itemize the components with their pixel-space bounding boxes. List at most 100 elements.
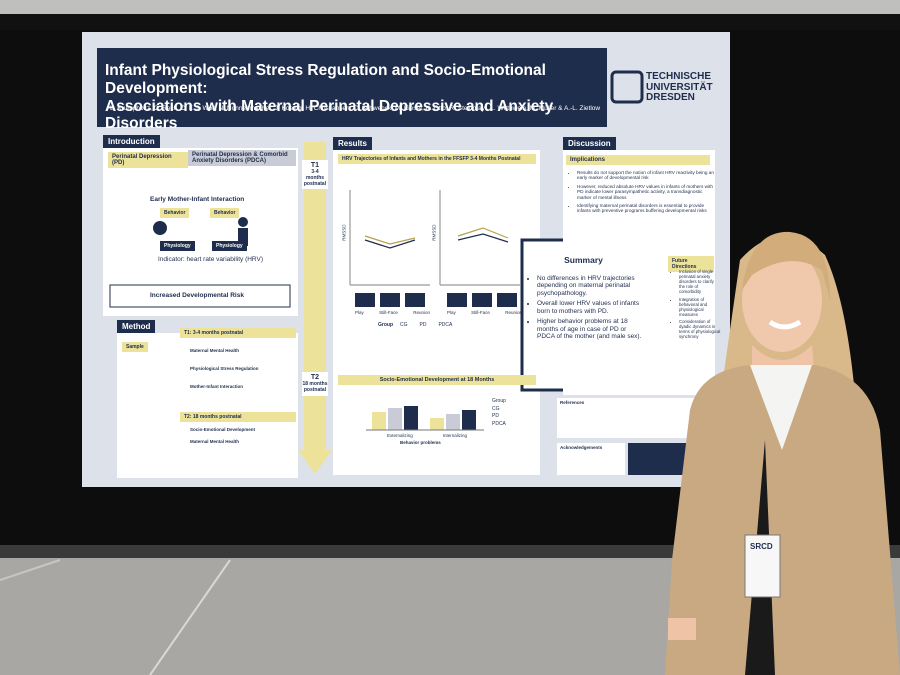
label: 18 months postnatal xyxy=(302,381,328,393)
text-line: Mother-Infant Interaction xyxy=(190,384,243,389)
section-heading: Method xyxy=(117,320,156,333)
references-panel xyxy=(557,398,712,438)
risk-box xyxy=(109,284,291,308)
summary-heading: Summary xyxy=(564,255,603,265)
ack-panel xyxy=(557,443,625,475)
box-label: Increased Developmental Risk xyxy=(150,292,244,299)
text-line: DRESDEN xyxy=(646,92,695,103)
text-line: Physiological Stress Regulation xyxy=(190,366,259,371)
section-heading: Results xyxy=(333,137,372,150)
text-line: PDCA xyxy=(438,322,453,328)
text-line: Inclusion of single perinatal anxiety di… xyxy=(679,269,721,295)
box-label: Indicator: heart rate variability (HRV) xyxy=(158,256,264,263)
section-heading: Discussion xyxy=(563,137,616,150)
text-line: Maternal Mental Health xyxy=(190,348,240,353)
text-line: Externalizing xyxy=(386,433,413,438)
box-label: Sample xyxy=(122,342,148,352)
person xyxy=(665,231,900,675)
text-line: Play xyxy=(447,310,456,315)
axis-label: RMSSD xyxy=(341,224,347,241)
box-label: Behavior xyxy=(210,208,240,218)
text-line: PD xyxy=(492,413,499,419)
text-line: Internalizing xyxy=(442,433,467,438)
university: TECHNISCHE UNIVERSITÄT DRESDEN xyxy=(646,71,713,104)
hrv-lines xyxy=(349,190,520,286)
timeline-t1: T1 3-4 months postnatal xyxy=(302,160,328,190)
references: References xyxy=(560,400,585,405)
text-line: However, reduced absolute HRV values in … xyxy=(577,184,717,200)
title-box xyxy=(97,48,607,127)
text-line: Higher behavior problems at 18 months of… xyxy=(537,318,645,340)
box-label: Early Mother-Infant Interaction xyxy=(150,196,245,203)
box-label: Implications xyxy=(566,155,710,165)
label: T2 xyxy=(310,374,320,381)
text-line: CG xyxy=(400,322,408,328)
future-bullets: Inclusion of single perinatal anxiety di… xyxy=(670,269,721,343)
method-items: Socio-Emotional Development Maternal Ment… xyxy=(190,424,295,447)
bar-legend: Group CG PD PDCA xyxy=(492,398,506,428)
box-label: Perinatal Depression & Comorbid Anxiety … xyxy=(188,150,296,166)
box-label: T1: 3-4 months postnatal xyxy=(180,328,296,338)
text-line: No differences in HRV trajectories depen… xyxy=(537,275,645,297)
box-label: Physiology xyxy=(212,241,247,251)
box-label: Physiology xyxy=(160,241,195,251)
text-line: Maternal Mental Health xyxy=(190,438,240,444)
axis-label: RMSSD xyxy=(431,224,437,241)
text-line: Associations with Maternal Perinatal Dep… xyxy=(105,97,554,133)
infant-icon xyxy=(153,221,167,235)
method-panel xyxy=(117,333,298,478)
floor-line xyxy=(0,559,61,581)
logo-mark xyxy=(610,70,644,104)
text-line: Reunion xyxy=(505,310,522,315)
bar-labels: Externalizing Internalizing xyxy=(372,433,482,438)
legend-title: Group xyxy=(492,398,506,404)
text-line: Still-Face xyxy=(471,310,490,315)
legend: CG PD PDCA xyxy=(400,322,480,329)
text-line: Identifying maternal perinatal disorders… xyxy=(577,203,717,214)
axis-label: Behavior problems xyxy=(400,440,441,445)
text-line: PDCA xyxy=(492,420,506,427)
mother-icon xyxy=(238,217,248,227)
text-line: Play xyxy=(355,310,364,315)
label: T1 xyxy=(310,162,320,169)
text-line: Consideration of dyadic dynamics in term… xyxy=(679,319,721,340)
text-line: Still-Face xyxy=(379,310,398,315)
box-label: Perinatal Depression (PD) xyxy=(108,152,188,168)
figure-title: HRV Trajectories of Infants and Mothers … xyxy=(338,154,536,164)
method-items: Maternal Mental Health Physiological Stre… xyxy=(190,342,295,396)
timeline-t2: T2 18 months postnatal xyxy=(302,372,328,396)
text-line: TECHNISCHE xyxy=(646,71,712,82)
acknowledgements: Acknowledgements xyxy=(560,445,603,450)
text-line: Overall lower HRV values of infants born… xyxy=(537,300,645,315)
section-heading: Introduction xyxy=(103,135,160,148)
text-line: UNIVERSITÄT xyxy=(646,81,713,93)
phase-images xyxy=(355,293,517,307)
text-line: Infant Physiological Stress Regulation a… xyxy=(105,62,546,97)
phase-labels: Play Still-Face Reunion xyxy=(447,310,522,315)
text-line: Socio-Emotional Development xyxy=(190,427,256,432)
legend-title: Group xyxy=(378,322,393,328)
timeline-arrow xyxy=(298,450,332,474)
text-line: PD xyxy=(419,322,427,328)
figure-title: Socio-Emotional Development at 18 Months xyxy=(338,375,536,385)
box-label: T2: 18 months postnatal xyxy=(180,412,296,422)
floor-line xyxy=(149,559,231,675)
discussion-panel xyxy=(563,150,715,395)
authors: L. Krumpholtz, C. Reck, C. F. J. Woll, N… xyxy=(110,105,601,112)
board-top xyxy=(0,14,900,32)
mother-icon xyxy=(238,228,248,246)
badge: SRCD xyxy=(750,542,773,551)
box-label: Behavior xyxy=(160,208,190,218)
phase-labels: Play Still-Face Reunion xyxy=(355,310,430,315)
legend: CG PD PDCA xyxy=(492,406,506,429)
title: Infant Physiological Stress Regulation a… xyxy=(105,62,605,133)
text-line: CG xyxy=(492,405,500,412)
implication-bullets: Results do not support the notion of inf… xyxy=(568,170,717,217)
text-line: Results do not support the notion of inf… xyxy=(577,170,717,181)
label: 3-4 months postnatal xyxy=(303,169,327,187)
bar-chart xyxy=(366,406,484,431)
text-line: Reunion xyxy=(413,310,430,315)
box-label: Future Directions xyxy=(668,256,714,272)
text-line: Integration of behavioral and physiologi… xyxy=(679,297,721,318)
